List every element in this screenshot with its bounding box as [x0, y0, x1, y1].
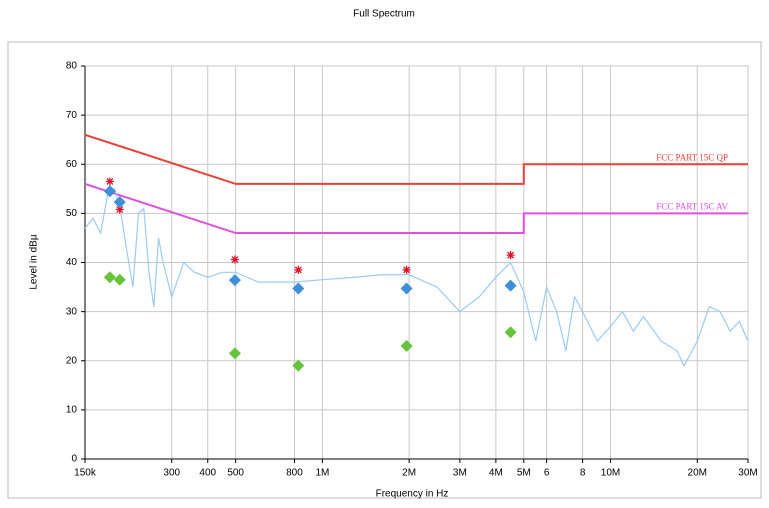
y-tick-label: 80	[66, 61, 78, 72]
x-tick-label: 300	[163, 468, 180, 479]
x-tick-label: 5M	[517, 468, 531, 479]
peak-marker	[115, 205, 124, 214]
plot-area: 0 10 20 30 40 50 60 70 80 150k 300 400 500 800 1M 2M 3M 4…	[66, 61, 758, 479]
measurement-marker	[400, 282, 413, 295]
peak-marker	[506, 251, 515, 260]
measurement-marker	[504, 326, 517, 339]
measurement-marker	[292, 359, 305, 372]
measurement-marker	[113, 273, 126, 286]
series-line	[84, 182, 748, 235]
y-tick-label: 70	[66, 110, 78, 121]
x-tick-label: 150k	[74, 468, 97, 479]
peak-marker	[402, 265, 411, 274]
y-tick-label: 40	[66, 257, 78, 268]
series-line	[84, 187, 749, 367]
x-tick-label: 3M	[453, 468, 467, 479]
x-tick-label: 8	[580, 468, 586, 479]
measurement-marker	[228, 347, 241, 360]
y-axis-label: Level in dBµ	[29, 234, 40, 289]
x-tick-label: 500	[227, 468, 244, 479]
x-tick-label: 1M	[315, 468, 329, 479]
x-tick-label: 30M	[738, 468, 757, 479]
x-tick-label: 6	[544, 468, 550, 479]
x-tick-label: 2M	[402, 468, 416, 479]
measurement-marker	[504, 279, 517, 292]
y-tick-label: 0	[71, 454, 77, 465]
measurement-marker	[103, 185, 116, 198]
peak-marker	[294, 265, 303, 274]
series-line	[84, 133, 748, 185]
measurement-marker	[103, 271, 116, 284]
limit-label: FCC PART 15C QP	[656, 152, 728, 162]
measurement-marker	[400, 340, 413, 353]
measurement-marker	[292, 282, 305, 295]
peak-marker	[105, 177, 114, 186]
x-tick-label: 800	[286, 468, 303, 479]
x-tick-label: 400	[199, 468, 216, 479]
x-tick-label: 4M	[489, 468, 503, 479]
x-tick-label: 10M	[601, 468, 620, 479]
y-tick-label: 60	[66, 159, 78, 170]
y-tick-label: 30	[66, 306, 78, 317]
chart-title: Full Spectrum	[353, 9, 415, 20]
limit-label: FCC PART 15C AV	[656, 201, 728, 211]
measurement-marker	[228, 274, 241, 287]
measurement-marker	[113, 196, 126, 209]
x-tick-label: 20M	[688, 468, 707, 479]
y-tick-label: 50	[66, 208, 78, 219]
chart-frame	[7, 41, 762, 499]
peak-marker	[230, 255, 239, 264]
y-tick-label: 10	[66, 405, 78, 416]
y-tick-label: 20	[66, 355, 78, 366]
x-axis-label: Frequency in Hz	[376, 489, 449, 500]
